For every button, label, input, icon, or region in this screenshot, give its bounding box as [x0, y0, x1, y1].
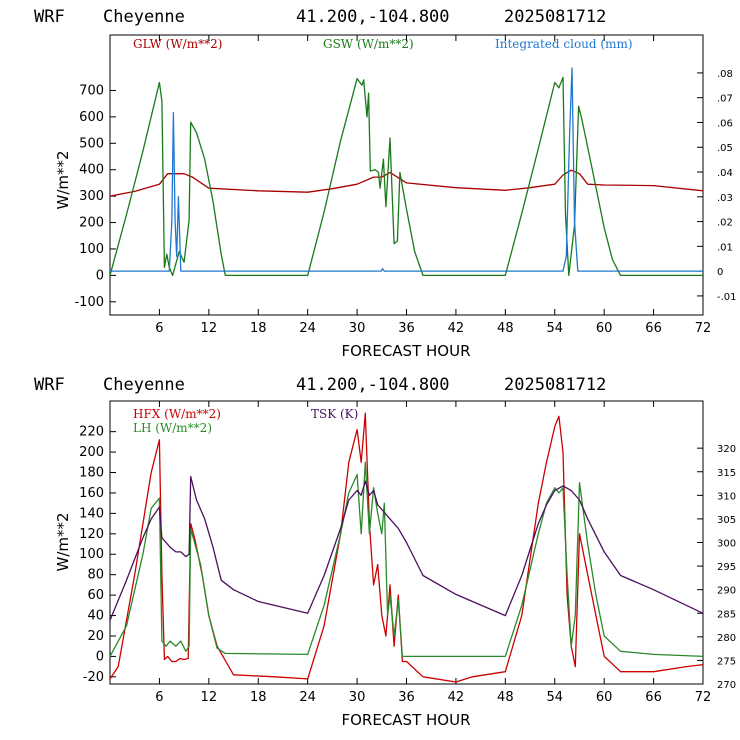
panel1-plot: 6 12 18 24 30 36 42 48 54 60 66 72 -100 0 100 200 300 400… — [74, 34, 737, 336]
panel1-location: Cheyenne — [103, 7, 185, 27]
panel2-ytick-label: 200 — [79, 445, 104, 460]
panel1-ytick-label: 200 — [79, 216, 104, 231]
panel1-ytick-label: -100 — [74, 295, 104, 310]
panel2-ytick-label: 100 — [79, 547, 104, 562]
panel2-xlabel: FORECAST HOUR — [341, 711, 470, 729]
panel2-xtick-label: 6 — [155, 690, 163, 705]
panel1-ytick-label: 600 — [79, 110, 104, 125]
panel1-xtick-label: 48 — [497, 321, 514, 336]
panel1-xtick-label: 6 — [155, 321, 163, 336]
panel2-run: 2025081712 — [504, 375, 606, 395]
panel1-legend-glw: GLW (W/m**2) — [133, 37, 222, 51]
panel1-xtick-label: 18 — [250, 321, 267, 336]
panel2-header: WRF Cheyenne 41.200,-104.800 2025081712 — [34, 375, 606, 395]
panel2-legend-lh: LH (W/m**2) — [133, 421, 212, 435]
panel1-frame — [109, 34, 704, 316]
panel1-y2tick-label: -.01 — [717, 292, 737, 303]
panel2-xtick-label: 54 — [546, 690, 563, 705]
panel2-xtick-label: 48 — [497, 690, 514, 705]
panel2-xtick-label: 72 — [695, 690, 712, 705]
panel2-coords: 41.200,-104.800 — [296, 375, 450, 395]
panel1-y2tick-label: .03 — [717, 193, 733, 204]
panel2-y2tick-label: 280 — [717, 633, 736, 644]
panel2-xtick-label: 24 — [299, 690, 316, 705]
panel2-y2tick-label: 305 — [717, 515, 736, 526]
panel2-ytick-label: 20 — [87, 629, 104, 644]
panel2-series-line-2 — [109, 475, 704, 621]
panel1-y2tick-label: .05 — [717, 143, 733, 154]
panel2-y2tick-label: 295 — [717, 562, 736, 573]
panel1-ylabel: W/m**2 — [54, 150, 72, 209]
panel2-ytick-label: 80 — [87, 568, 104, 583]
panel1-xtick-label: 30 — [349, 321, 366, 336]
panel1-xtick-label: 54 — [546, 321, 563, 336]
panel1-ytick-label: 400 — [79, 163, 104, 178]
panel2-xtick-label: 36 — [398, 690, 415, 705]
panel1-model: WRF — [34, 7, 65, 27]
panel2-y2tick-label: 290 — [717, 586, 736, 597]
panel2-ytick-label: 220 — [79, 425, 104, 440]
panel1-y2tick-label: .01 — [717, 242, 733, 253]
panel1-xlabel: FORECAST HOUR — [341, 342, 470, 360]
panel1-legend: GLW (W/m**2) GSW (W/m**2) Integrated clo… — [133, 37, 633, 51]
panel2-y2tick-label: 300 — [717, 539, 736, 550]
panel1-header: WRF Cheyenne 41.200,-104.800 2025081712 — [34, 7, 606, 27]
panel1-xtick-label: 36 — [398, 321, 415, 336]
panel2-legend-tsk: TSK (K) — [311, 407, 358, 421]
panel2-xtick-label: 66 — [645, 690, 662, 705]
panel2-series-line-1 — [109, 461, 704, 658]
panel2-ytick-label: 180 — [79, 466, 104, 481]
panel1-series-line-0 — [109, 169, 704, 197]
panel1-series-line-2 — [110, 67, 703, 272]
panel2-xtick-label: 42 — [448, 690, 465, 705]
panel2-series-line-0 — [109, 412, 704, 683]
panel2-y2tick-label: 285 — [717, 609, 736, 620]
panel1-legend-gsw: GSW (W/m**2) — [323, 37, 414, 51]
panel2-ytick-label: 160 — [79, 486, 104, 501]
panel2-ytick-label: -20 — [83, 670, 104, 685]
panel2-xtick-label: 60 — [596, 690, 613, 705]
panel1-xtick-label: 66 — [645, 321, 662, 336]
panel2-ytick-label: 60 — [87, 588, 104, 603]
panel2-ytick-label: 0 — [96, 649, 104, 664]
panel2-location: Cheyenne — [103, 375, 185, 395]
panel2-ytick-label: 40 — [87, 609, 104, 624]
panel2-y2tick-label: 310 — [717, 491, 736, 502]
panel2-legend: HFX (W/m**2) LH (W/m**2) TSK (K) — [133, 407, 358, 435]
panel1-y2tick-label: .06 — [717, 118, 733, 129]
panel2-y2tick-label: 320 — [717, 444, 736, 455]
panel1-xtick-label: 12 — [201, 321, 218, 336]
panel1-series-line-1 — [109, 76, 703, 277]
panel2-y2tick-label: 315 — [717, 468, 736, 479]
panel2-y2tick-label: 275 — [717, 656, 736, 667]
panel1-y2tick-label: 0 — [717, 267, 723, 278]
panel1-ytick-label: 300 — [79, 189, 104, 204]
panel1-xtick-label: 60 — [596, 321, 613, 336]
panel1-ytick-label: 100 — [79, 242, 104, 257]
panel1-ytick-label: 500 — [79, 136, 104, 151]
panel2-xtick-label: 30 — [349, 690, 366, 705]
panel1-xtick-label: 42 — [448, 321, 465, 336]
panel2-xtick-label: 18 — [250, 690, 267, 705]
panel1-y2tick-label: .04 — [717, 168, 733, 179]
panel1-legend-cloud: Integrated cloud (mm) — [495, 37, 633, 51]
panel2-ylabel: W/m**2 — [54, 512, 72, 571]
panel2-y2tick-label: 270 — [717, 680, 736, 691]
panel1-ytick-label: 0 — [96, 268, 104, 283]
panel1-xtick-label: 24 — [299, 321, 316, 336]
panel2-legend-hfx: HFX (W/m**2) — [133, 407, 221, 421]
panel1-run: 2025081712 — [504, 7, 606, 27]
panel1-y2tick-label: .02 — [717, 218, 733, 229]
panel2-ytick-label: 140 — [79, 506, 104, 521]
panel1-ytick-label: 700 — [79, 83, 104, 98]
panel2-ytick-label: 120 — [79, 527, 104, 542]
panel2-xtick-label: 12 — [201, 690, 218, 705]
panel1-xtick-label: 72 — [695, 321, 712, 336]
panel2-model: WRF — [34, 375, 65, 395]
panel1-y2tick-label: .07 — [717, 94, 733, 105]
panel1-coords: 41.200,-104.800 — [296, 7, 450, 27]
panel1-y2tick-label: .08 — [717, 69, 733, 80]
panel2-plot: 6 12 18 24 30 36 42 48 54 60 66 72 -20 0 20 40 60 80 100 12… — [79, 400, 736, 705]
